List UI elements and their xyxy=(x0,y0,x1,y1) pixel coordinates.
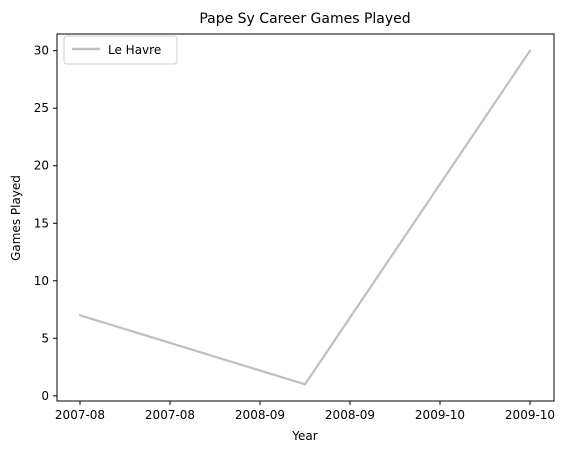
x-tick-label: 2007-08 xyxy=(145,408,195,422)
x-tick-label: 2008-09 xyxy=(325,408,375,422)
y-tick-label: 5 xyxy=(41,331,49,345)
legend-label-le-havre: Le Havre xyxy=(108,43,161,57)
x-tick-label: 2007-08 xyxy=(55,408,105,422)
plot-frame xyxy=(56,33,555,402)
y-tick-label: 30 xyxy=(34,44,49,58)
legend-box xyxy=(63,35,178,65)
y-tick-label: 25 xyxy=(34,101,49,115)
chart-title: Pape Sy Career Games Played xyxy=(199,11,410,27)
x-axis-ticks: 2007-08 2007-08 2008-09 2008-09 2009-10 2009-… xyxy=(55,401,555,422)
y-tick-label: 10 xyxy=(34,274,49,288)
legend: Le Havre xyxy=(63,35,178,65)
series-layer xyxy=(78,49,532,386)
x-tick-label: 2008-09 xyxy=(235,408,285,422)
x-tick-label: 2009-10 xyxy=(415,408,465,422)
plot-area: 2007-08 2007-08 2008-09 2008-09 2009-10 2009-… xyxy=(34,33,555,422)
y-axis-ticks: 0 5 10 15 20 25 30 xyxy=(34,44,57,403)
y-tick-label: 20 xyxy=(34,159,49,173)
x-axis-label: Year xyxy=(291,429,317,443)
y-tick-label: 15 xyxy=(34,216,49,230)
y-axis-label: Games Played xyxy=(9,175,23,261)
y-tick-label: 0 xyxy=(41,389,49,403)
x-tick-label: 2009-10 xyxy=(505,408,555,422)
